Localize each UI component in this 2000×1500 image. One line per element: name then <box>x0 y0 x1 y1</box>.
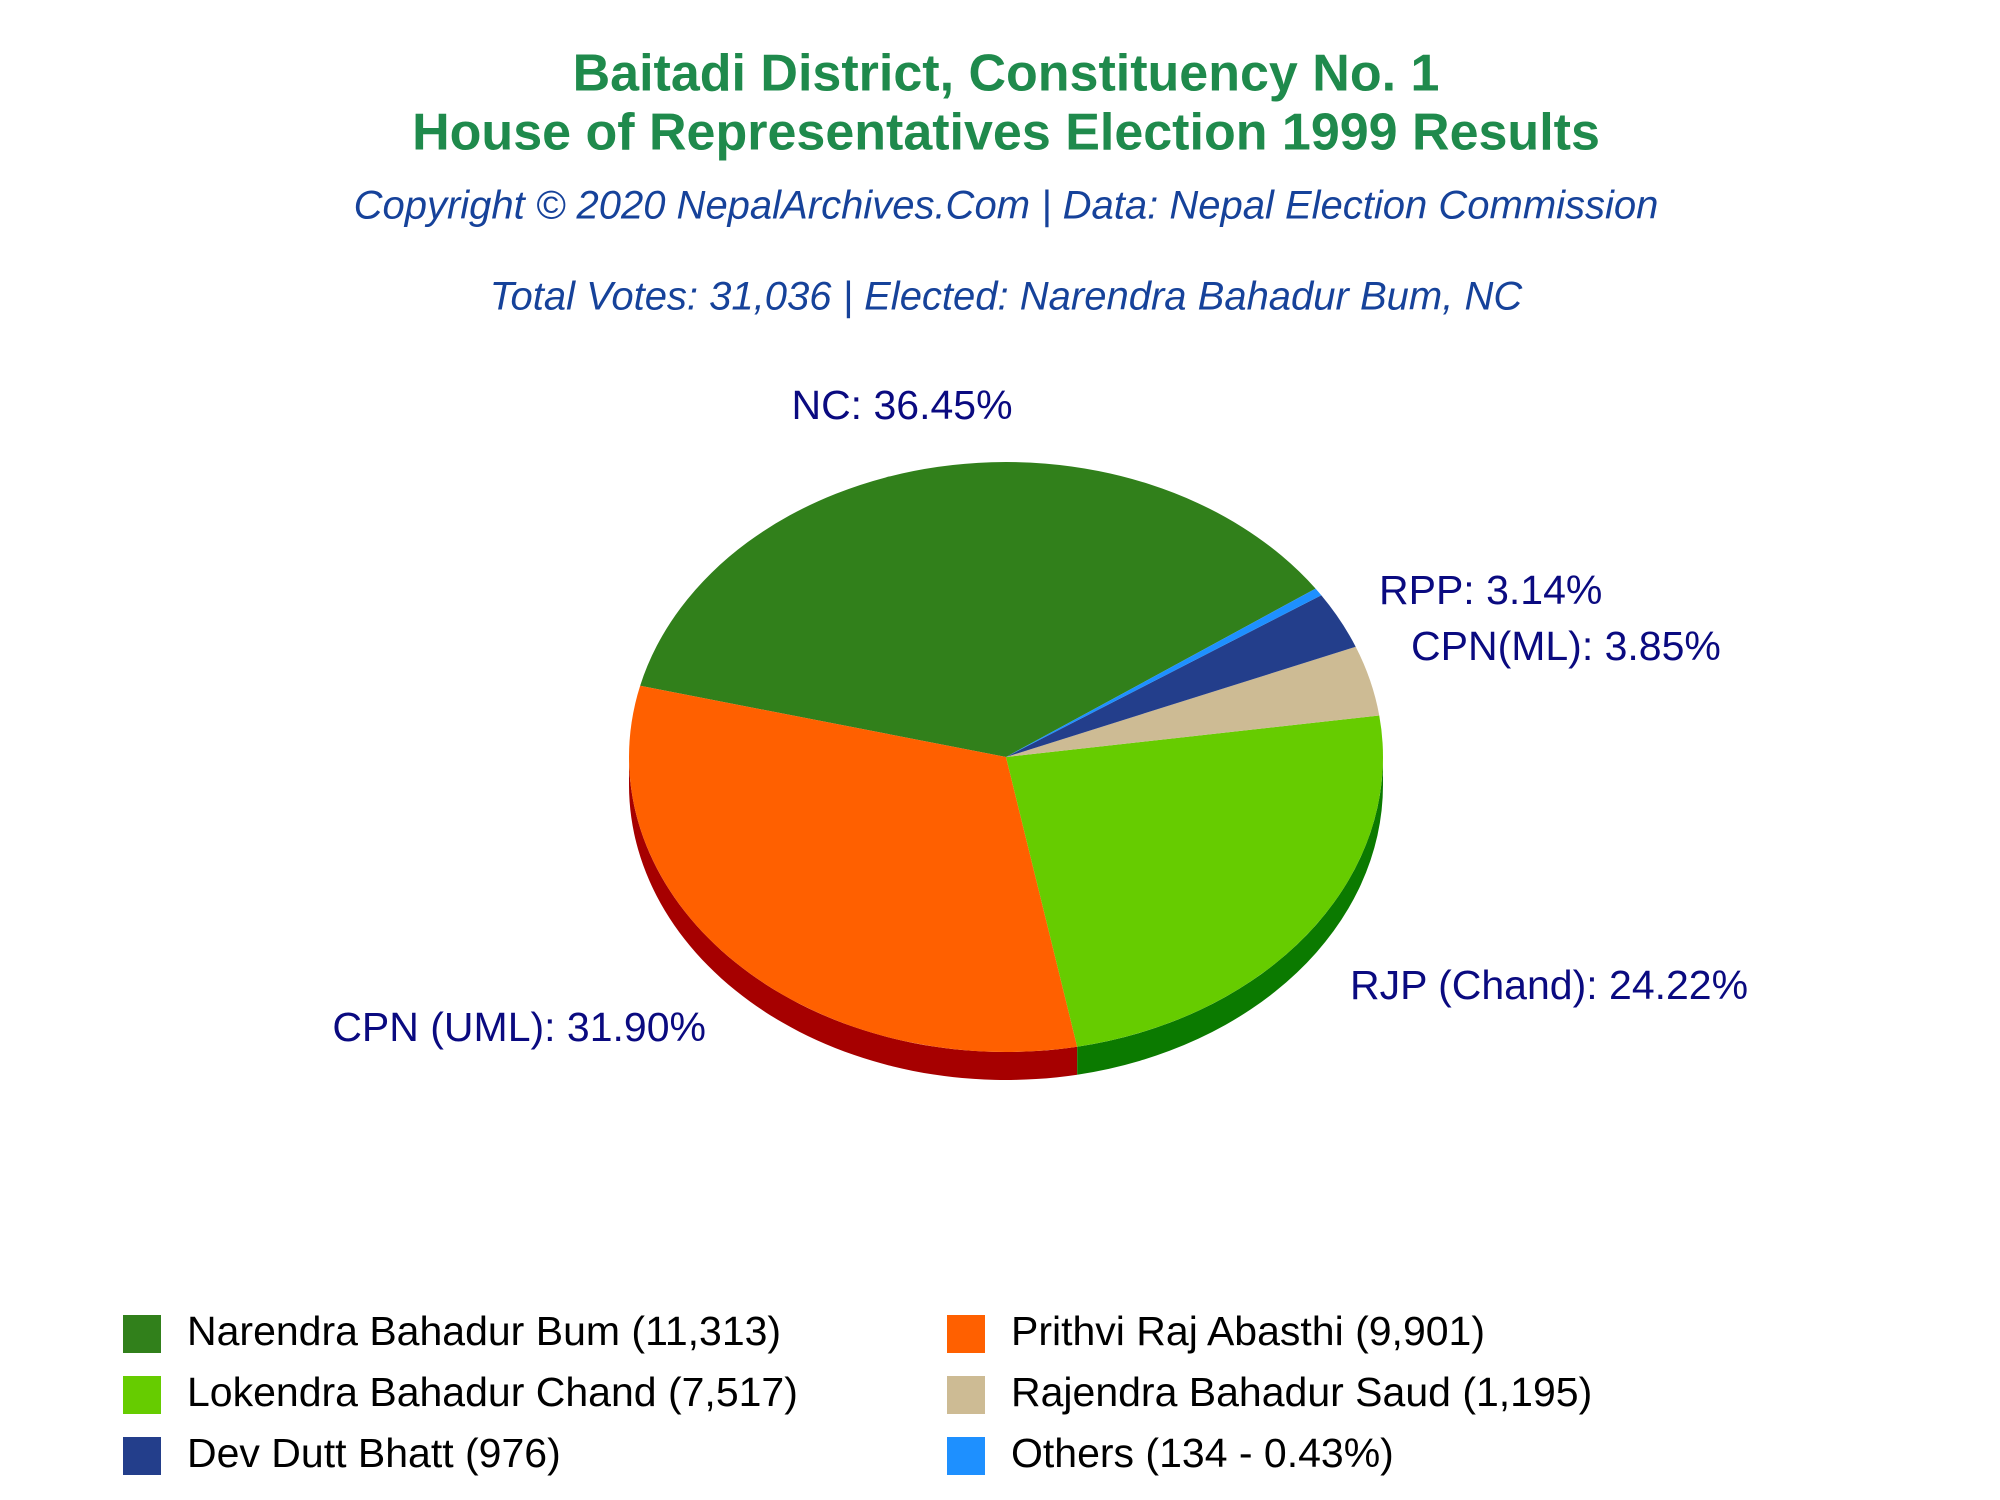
slice-label: CPN (UML): 31.90% <box>332 1004 706 1050</box>
legend-label: Narendra Bahadur Bum (11,313) <box>187 1308 781 1354</box>
chart-subtitle: Total Votes: 31,036 | Elected: Narendra … <box>490 275 1524 319</box>
slice-label: CPN(ML): 3.85% <box>1411 623 1721 669</box>
legend-label: Rajendra Bahadur Saud (1,195) <box>1011 1369 1592 1415</box>
slice-label: RJP (Chand): 24.22% <box>1350 962 1748 1008</box>
slice <box>629 685 1078 1052</box>
legend-swatch <box>123 1376 161 1414</box>
legend-swatch <box>947 1315 985 1353</box>
slice <box>1006 595 1356 757</box>
legend-label: Others (134 - 0.43%) <box>1011 1430 1394 1476</box>
legend-swatch <box>947 1437 985 1475</box>
slice-label: NC: 36.45% <box>791 382 1012 428</box>
chart-title: House of Representatives Election 1999 R… <box>412 104 1600 162</box>
slice <box>1006 646 1380 757</box>
legend-swatch <box>947 1376 985 1414</box>
chart-title: Baitadi District, Constituency No. 1 <box>573 45 1440 103</box>
slice <box>1006 588 1322 757</box>
legend-swatch <box>123 1437 161 1475</box>
slice <box>640 462 1316 757</box>
legend-label: Lokendra Bahadur Chand (7,517) <box>187 1369 798 1415</box>
legend-swatch <box>123 1315 161 1353</box>
legend-label: Dev Dutt Bhatt (976) <box>187 1430 561 1476</box>
chart-subtitle: Copyright © 2020 NepalArchives.Com | Dat… <box>354 184 1659 228</box>
slice-label: RPP: 3.14% <box>1379 567 1602 613</box>
slice <box>1006 715 1384 1047</box>
legend-label: Prithvi Raj Abasthi (9,901) <box>1011 1308 1485 1354</box>
slice-side <box>1077 757 1383 1075</box>
